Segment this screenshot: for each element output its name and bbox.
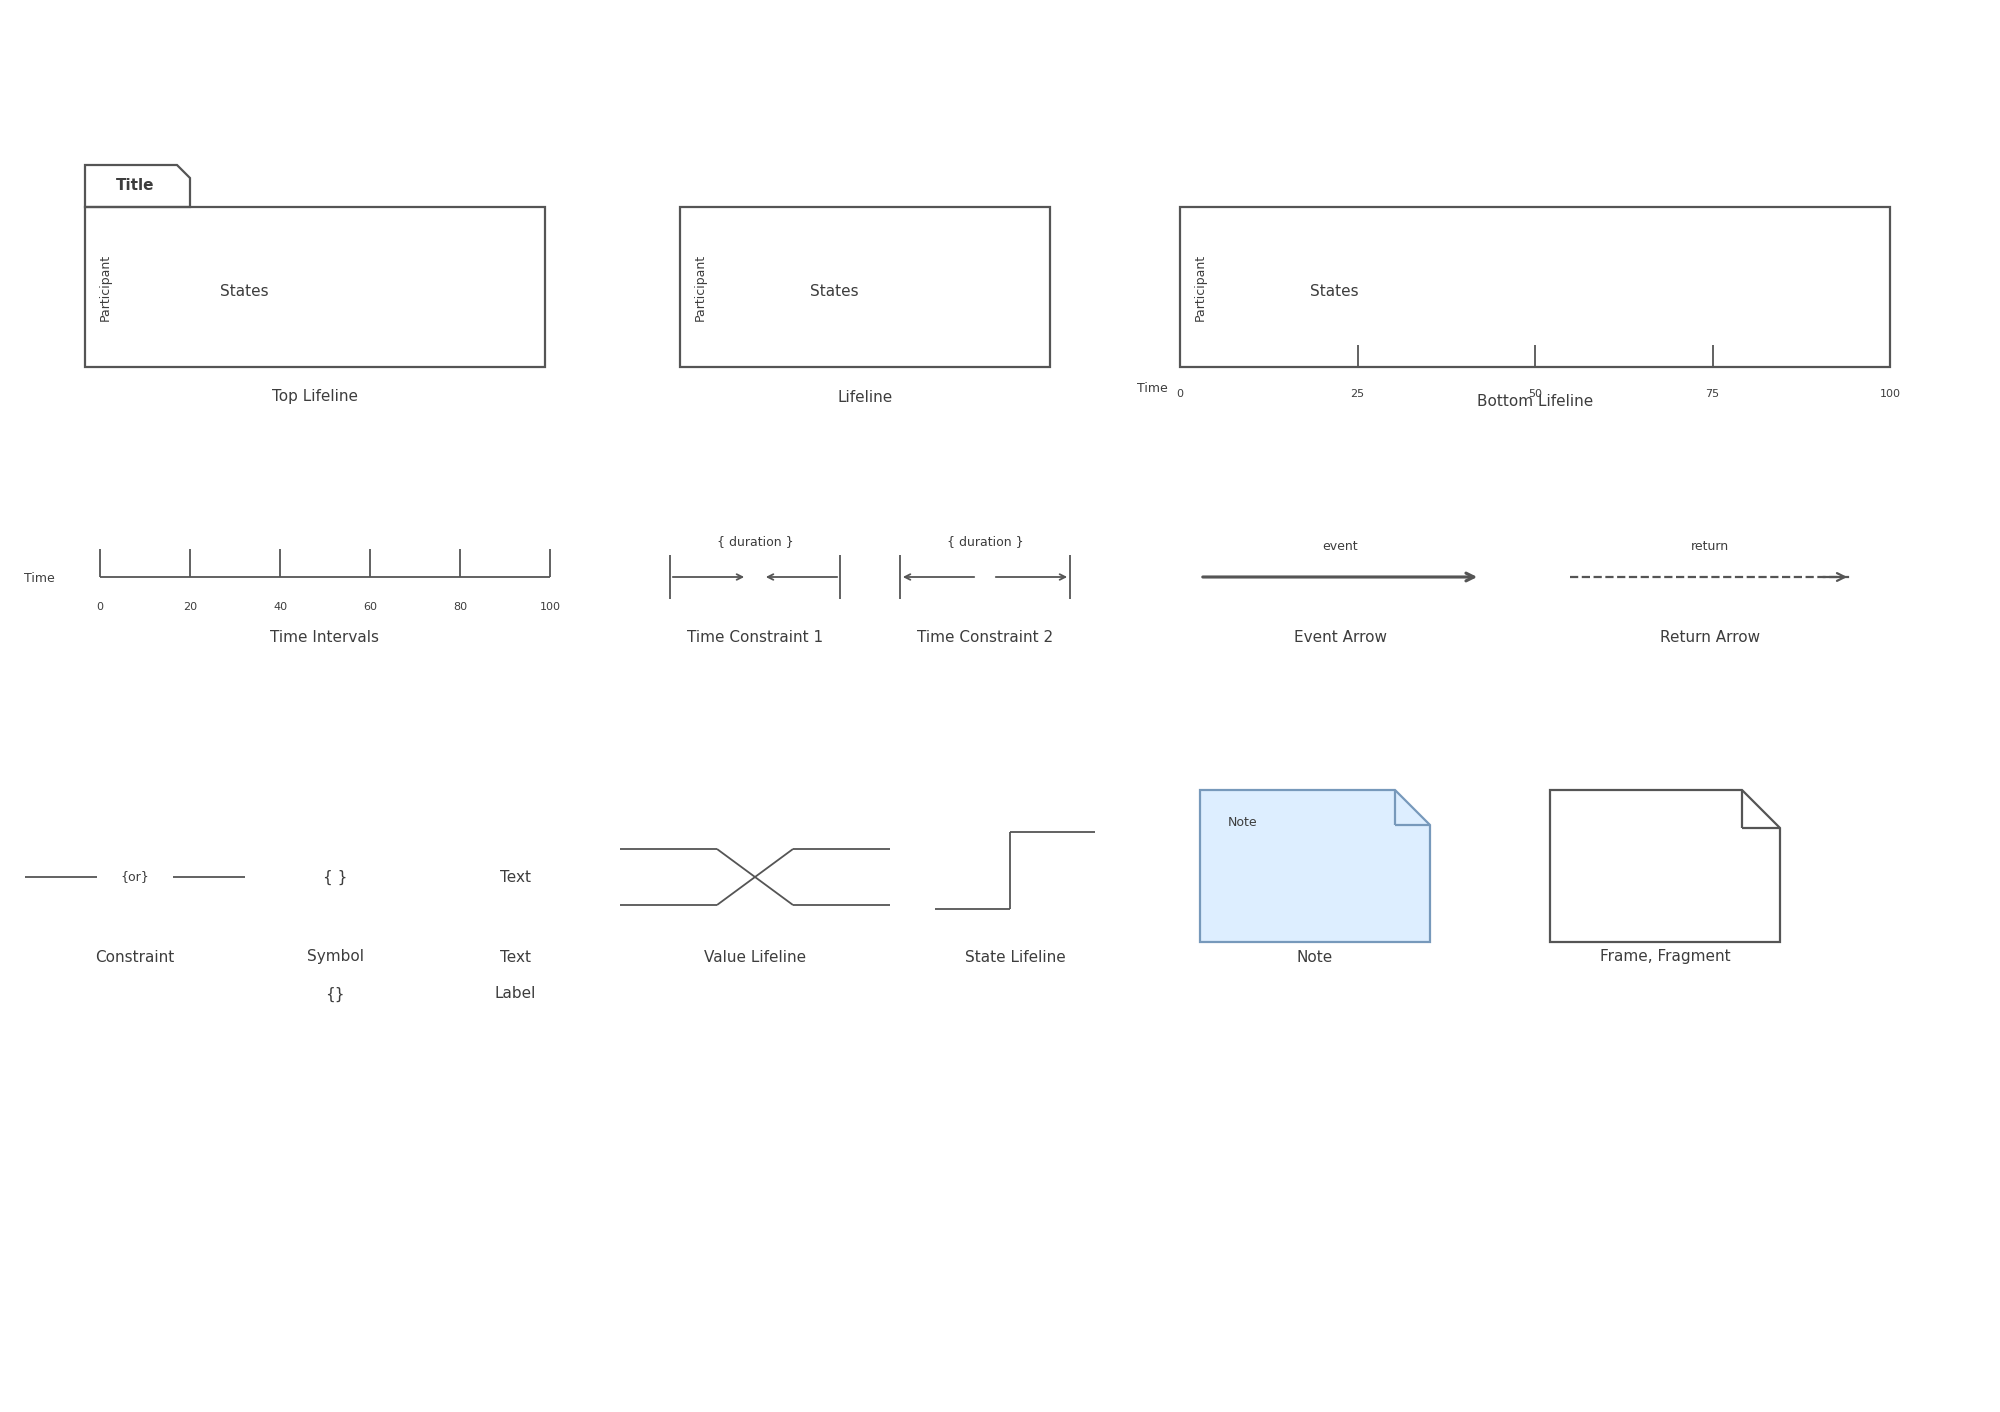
Text: Frame, Fragment: Frame, Fragment [1600, 949, 1730, 964]
Text: return: return [1690, 541, 1730, 554]
Text: Time Constraint 2: Time Constraint 2 [916, 630, 1054, 644]
Text: Time: Time [1138, 383, 1168, 395]
Text: 100: 100 [540, 602, 560, 611]
Text: Text: Text [500, 870, 530, 884]
Text: Lifeline: Lifeline [838, 390, 892, 404]
Text: { }: { } [322, 870, 348, 884]
Polygon shape [1200, 789, 1430, 942]
Text: { duration }: { duration } [946, 535, 1024, 548]
Text: Top Lifeline: Top Lifeline [272, 390, 358, 404]
Text: 50: 50 [1528, 388, 1542, 400]
Text: Text: Text [500, 949, 530, 964]
Bar [680, 208, 1050, 367]
Text: Participant: Participant [98, 253, 112, 321]
Text: { duration }: { duration } [716, 535, 794, 548]
Text: 80: 80 [452, 602, 468, 611]
Text: {or}: {or} [120, 871, 150, 884]
Bar [1180, 208, 1890, 367]
Text: Label: Label [494, 987, 536, 1001]
Text: Event Arrow: Event Arrow [1294, 630, 1386, 644]
Text: Constraint: Constraint [96, 949, 174, 964]
Text: Participant: Participant [694, 253, 706, 321]
Bar [84, 208, 544, 367]
Text: States: States [810, 284, 858, 299]
Text: Time: Time [24, 572, 56, 586]
Text: Note: Note [1228, 816, 1258, 829]
Text: 25: 25 [1350, 388, 1364, 400]
Text: Participant: Participant [1194, 253, 1206, 321]
Text: 0: 0 [1176, 388, 1184, 400]
Text: Return Arrow: Return Arrow [1660, 630, 1760, 644]
Text: Time Intervals: Time Intervals [270, 630, 380, 644]
Text: Title: Title [116, 178, 154, 193]
Text: States: States [220, 284, 268, 299]
Text: 0: 0 [96, 602, 104, 611]
Text: Note: Note [1296, 949, 1334, 964]
Text: Symbol: Symbol [306, 949, 364, 964]
Text: Time Constraint 1: Time Constraint 1 [686, 630, 824, 644]
Text: 75: 75 [1706, 388, 1720, 400]
Text: event: event [1322, 541, 1358, 554]
Text: State Lifeline: State Lifeline [964, 949, 1066, 964]
Text: 60: 60 [364, 602, 376, 611]
Polygon shape [1550, 789, 1780, 942]
Text: Bottom Lifeline: Bottom Lifeline [1476, 394, 1594, 409]
Text: Value Lifeline: Value Lifeline [704, 949, 806, 964]
Text: States: States [1310, 284, 1358, 299]
Text: 100: 100 [1880, 388, 1900, 400]
Text: 20: 20 [182, 602, 198, 611]
Text: {}: {} [326, 987, 344, 1001]
Text: 40: 40 [272, 602, 288, 611]
